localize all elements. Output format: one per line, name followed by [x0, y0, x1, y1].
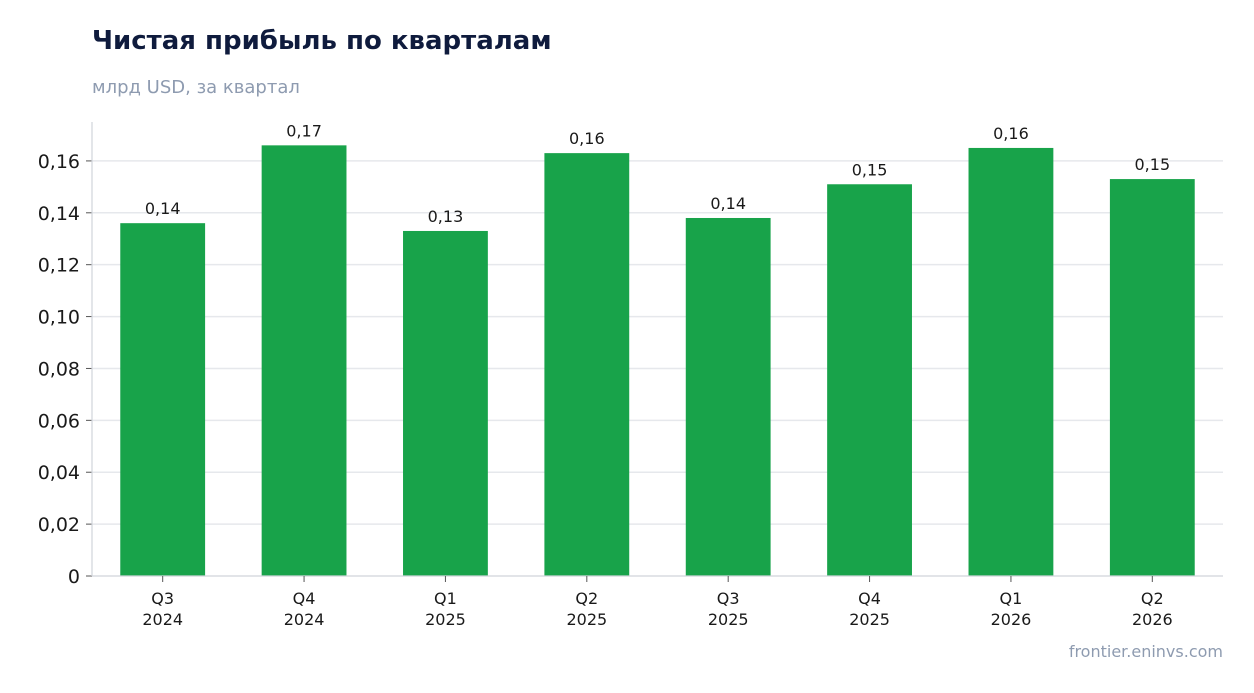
x-tick-label-quarter: Q4 [293, 589, 316, 608]
chart-subtitle: млрд USD, за квартал [92, 77, 300, 98]
x-tick-label-quarter: Q2 [575, 589, 598, 608]
x-axis: Q3 2024 Q4 2024 Q1 2025 Q2 2025 Q3 2025 Q4 2025 Q1 20… [92, 575, 1223, 629]
data-labels: 0,14 0,17 0,13 0,16 0,14 0,15 0,16 0,15 [145, 121, 1170, 226]
data-label: 0,16 [993, 124, 1029, 143]
x-tick-label-quarter: Q3 [717, 589, 740, 608]
x-tick-label-year: 2025 [708, 610, 749, 629]
data-label: 0,13 [428, 207, 464, 226]
x-tick-label-quarter: Q2 [1141, 589, 1164, 608]
y-tick-label: 0,02 [38, 514, 80, 536]
y-tick-label: 0,10 [38, 307, 80, 329]
y-tick-label: 0 [68, 566, 80, 588]
y-tick-label: 0,08 [38, 358, 80, 380]
x-tick-label-year: 2024 [142, 610, 183, 629]
data-label: 0,16 [569, 129, 605, 148]
y-tick-label: 0,16 [38, 151, 80, 173]
bar [827, 184, 912, 576]
y-tick-label: 0,14 [38, 203, 80, 225]
x-tick-label-quarter: Q1 [1000, 589, 1023, 608]
x-tick-label-year: 2026 [1132, 610, 1173, 629]
bar [403, 230, 488, 576]
x-tick-label-year: 2025 [849, 610, 890, 629]
bar [1109, 179, 1195, 576]
chart-title: Чистая прибыль по кварталам [92, 26, 552, 56]
x-tick-label-year: 2026 [991, 610, 1032, 629]
y-tick-label: 0,06 [38, 410, 80, 432]
bar [120, 223, 206, 577]
bar [544, 153, 630, 577]
x-tick-label-year: 2025 [566, 610, 607, 629]
x-tick-label-quarter: Q1 [434, 589, 457, 608]
source-credit: frontier.eninvs.com [1068, 642, 1223, 661]
x-tick-label-year: 2025 [425, 610, 466, 629]
x-tick-label-year: 2024 [284, 610, 325, 629]
data-label: 0,14 [145, 199, 181, 218]
y-tick-label: 0,04 [38, 462, 80, 484]
x-tick-label-quarter: Q3 [151, 589, 174, 608]
data-label: 0,15 [1135, 155, 1171, 174]
bar [261, 145, 347, 576]
y-axis: 0 0,02 0,04 0,06 0,08 0,10 0,12 0,14 0,16 [38, 122, 93, 588]
bar [685, 217, 771, 576]
y-tick-label: 0,12 [38, 255, 80, 277]
bar [968, 147, 1054, 576]
data-label: 0,14 [710, 194, 746, 213]
x-tick-label-quarter: Q4 [858, 589, 881, 608]
data-label: 0,17 [286, 121, 322, 140]
bars [120, 145, 1195, 577]
data-label: 0,15 [852, 160, 888, 179]
